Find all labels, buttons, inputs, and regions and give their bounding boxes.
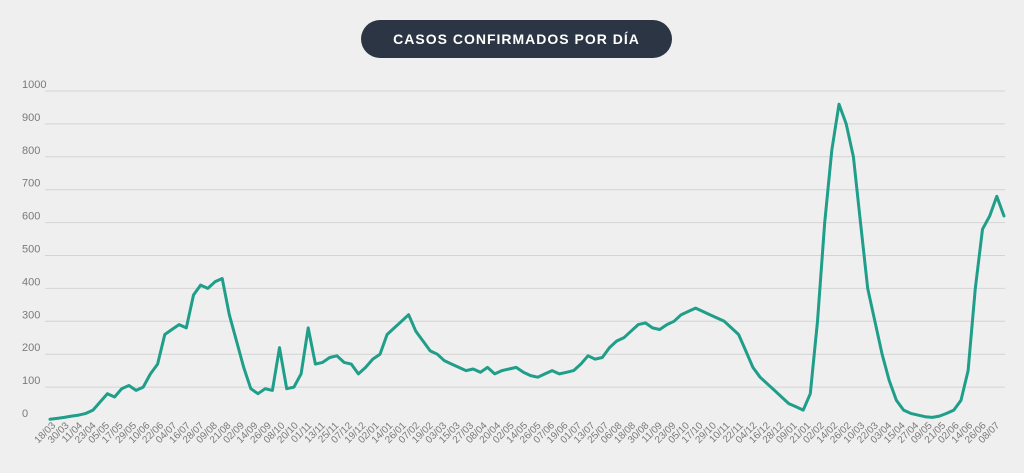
y-tick-label: 1000 — [22, 79, 46, 91]
y-tick-label: 200 — [22, 342, 40, 354]
y-axis: 0 100 200 300 400 500 600 700 800 900 1000 — [22, 79, 46, 420]
chart-title: CASOS CONFIRMADOS POR DÍA — [361, 20, 672, 58]
series-line — [48, 102, 1006, 421]
y-tick-label: 800 — [22, 145, 40, 157]
y-tick-label: 0 — [22, 408, 28, 420]
y-tick-label: 600 — [22, 211, 40, 223]
y-tick-label: 100 — [22, 375, 40, 387]
y-tick-label: 900 — [22, 112, 40, 124]
y-tick-label: 700 — [22, 178, 40, 190]
y-tick-label: 500 — [22, 244, 40, 256]
y-tick-label: 400 — [22, 276, 40, 288]
x-axis: 18/0330/0311/0423/0405/0517/0529/0510/06… — [33, 420, 1003, 446]
y-tick-label: 300 — [22, 309, 40, 321]
